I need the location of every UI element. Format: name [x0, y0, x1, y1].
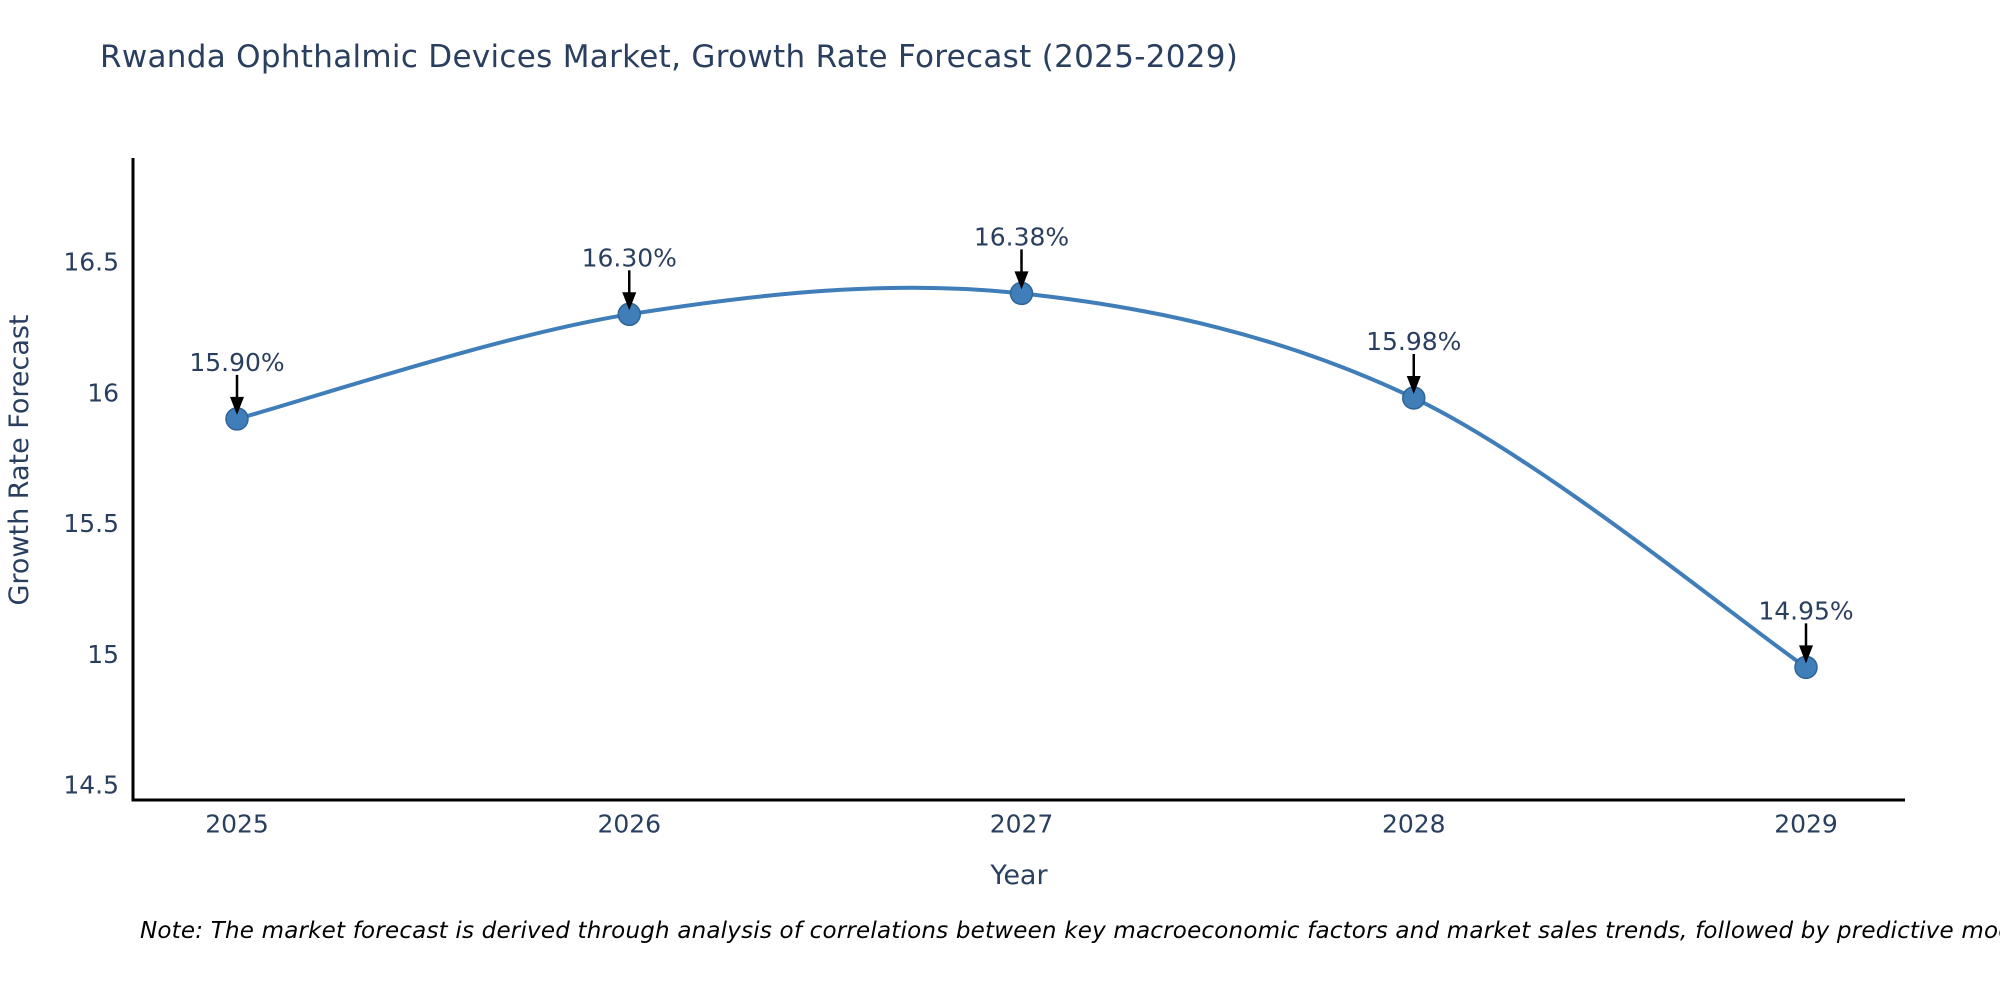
- point-label-2029: 14.95%: [1758, 596, 1853, 625]
- y-tick-label: 15: [87, 640, 119, 669]
- plot-area: 14.5 15 15.5 16 16.5 2025 2026 2027 2028 2029 Grow…: [4, 158, 1905, 891]
- series-line: [235, 285, 1808, 670]
- y-tick-label: 14.5: [63, 771, 119, 800]
- point-label-2025: 15.90%: [189, 348, 284, 377]
- point-label-2027: 16.38%: [974, 222, 1069, 251]
- x-tick-label: 2027: [990, 809, 1054, 838]
- annotation-arrowhead: [1799, 645, 1813, 664]
- y-tick-label: 16.5: [63, 248, 119, 277]
- y-tick-label: 16: [87, 378, 119, 407]
- y-axis-title: Growth Rate Forecast: [4, 314, 35, 605]
- x-tick-label: 2026: [597, 809, 661, 838]
- y-tick-label: 15.5: [63, 509, 119, 538]
- point-label-2026: 16.30%: [582, 243, 677, 272]
- x-tick-label: 2025: [205, 809, 269, 838]
- annotation-arrowhead: [622, 292, 637, 311]
- annotation-arrowhead: [1406, 375, 1421, 394]
- x-tick-label: 2029: [1774, 809, 1838, 838]
- annotation-arrowhead: [230, 396, 244, 415]
- annotation-arrowhead: [1014, 271, 1029, 290]
- footnote: Note: The market forecast is derived thr…: [140, 918, 2000, 944]
- x-axis-title: Year: [989, 860, 1048, 891]
- chart-title: Rwanda Ophthalmic Devices Market, Growth…: [100, 39, 1239, 75]
- point-label-2028: 15.98%: [1366, 327, 1461, 356]
- x-tick-label: 2028: [1382, 809, 1446, 838]
